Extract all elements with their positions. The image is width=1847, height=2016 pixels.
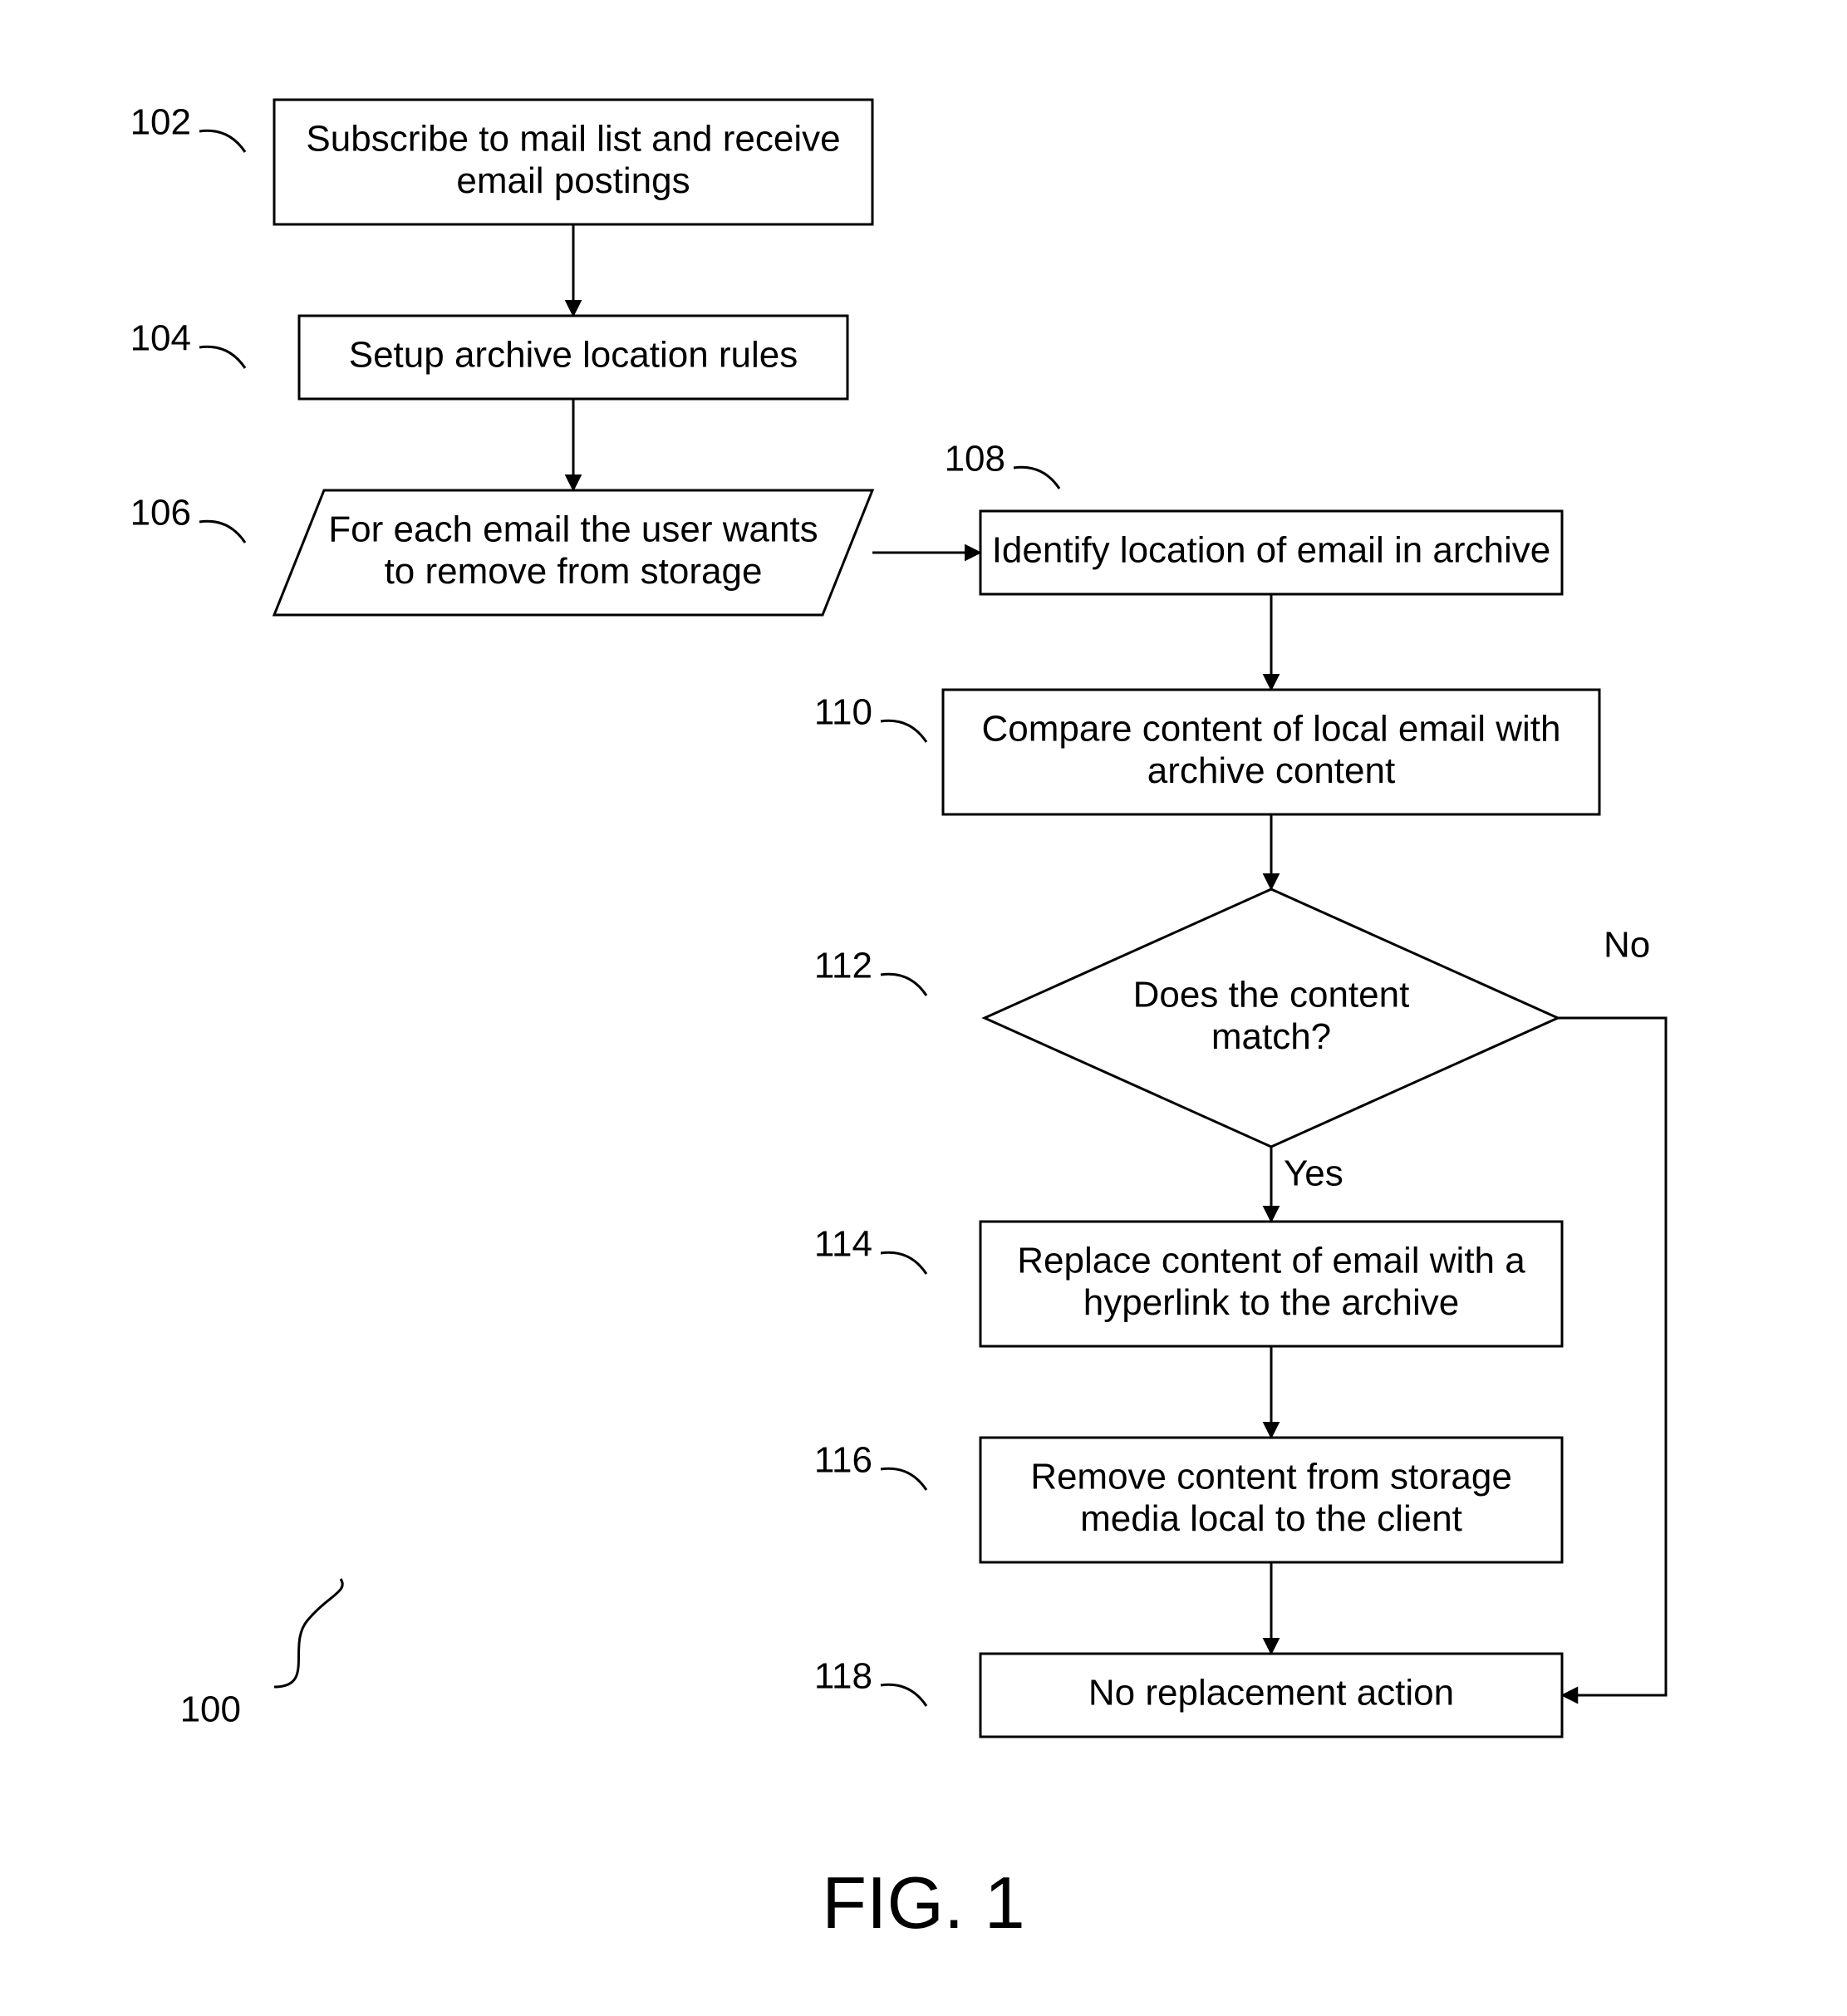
ref-label-106: 106 <box>130 493 191 534</box>
flow-text-n112-1: match? <box>1211 1016 1331 1057</box>
flow-text-n110-1: archive content <box>1147 750 1395 791</box>
flow-text-n114-1: hyperlink to the archive <box>1083 1282 1459 1323</box>
ref-label-100: 100 <box>180 1689 241 1730</box>
ref-label-116: 116 <box>814 1440 872 1481</box>
flow-text-n114-0: Replace content of email with a <box>1017 1240 1525 1281</box>
ref-hook-114 <box>881 1252 926 1274</box>
ref-curl-100 <box>274 1579 342 1687</box>
flow-text-n106-0: For each email the user wants <box>328 509 818 549</box>
flow-text-n102-1: email postings <box>456 160 690 201</box>
ref-label-114: 114 <box>814 1224 872 1265</box>
label-no: No <box>1604 925 1650 966</box>
ref-hook-108 <box>1014 467 1059 489</box>
flow-text-n110-0: Compare content of local email with <box>982 708 1561 749</box>
ref-label-104: 104 <box>130 318 191 359</box>
flow-text-n102-0: Subscribe to mail list and receive <box>306 118 840 159</box>
flow-text-n112-0: Does the content <box>1133 974 1410 1015</box>
ref-label-110: 110 <box>814 692 872 733</box>
ref-label-108: 108 <box>945 439 1005 479</box>
ref-hook-118 <box>881 1684 926 1706</box>
flow-text-n104-0: Setup archive location rules <box>349 335 798 376</box>
ref-label-112: 112 <box>814 946 872 986</box>
flow-text-n106-1: to remove from storage <box>385 551 763 592</box>
ref-label-102: 102 <box>130 102 191 143</box>
ref-label-118: 118 <box>814 1656 872 1697</box>
flow-text-n108-0: Identify location of email in archive <box>992 530 1551 571</box>
flow-text-n118-0: No replacement action <box>1088 1673 1454 1714</box>
flow-text-n116-1: media local to the client <box>1080 1498 1462 1539</box>
figure-label: FIG. 1 <box>822 1861 1025 1944</box>
ref-hook-110 <box>881 720 926 742</box>
label-yes: Yes <box>1284 1153 1343 1194</box>
ref-hook-104 <box>199 347 245 368</box>
ref-hook-116 <box>881 1468 926 1490</box>
edge-n112-n118 <box>1558 1018 1666 1695</box>
flow-text-n116-0: Remove content from storage <box>1030 1456 1512 1497</box>
ref-hook-106 <box>199 521 245 543</box>
ref-hook-112 <box>881 974 926 996</box>
ref-hook-102 <box>199 130 245 152</box>
